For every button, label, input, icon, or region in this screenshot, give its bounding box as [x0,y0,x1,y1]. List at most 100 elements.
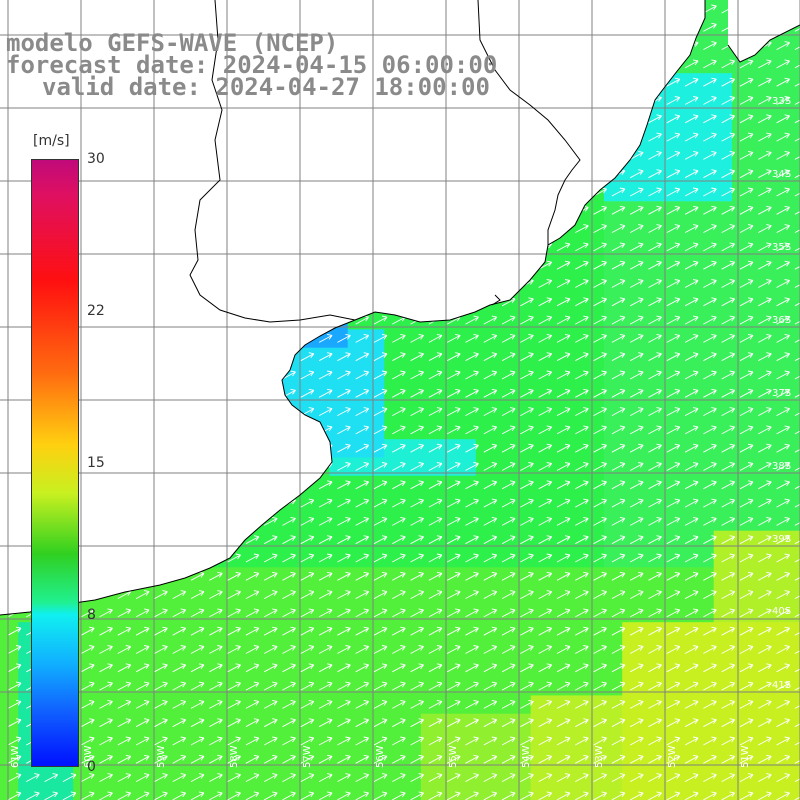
wind-cell [585,384,605,404]
wind-arrow [776,645,790,654]
wind-arrow [135,645,150,654]
wind-arrow [684,718,699,728]
wind-cell [640,219,660,239]
wind-cell [786,384,800,404]
wind-cell [750,457,770,477]
wind-arrow [392,681,406,691]
wind-arrow [776,407,790,416]
wind-arrow [721,535,736,545]
wind-cell [750,549,770,568]
wind-cell [768,622,788,642]
wind-arrow [776,260,790,270]
wind-cell [567,750,587,770]
wind-arrow [355,663,370,673]
wind-cell [585,677,605,696]
wind-cell [695,311,715,330]
wind-cell [658,622,678,642]
wind-arrow [392,736,406,746]
wind-arrow [758,699,772,709]
wind-arrow [263,681,278,691]
wind-cell [91,622,111,642]
wind-cell [677,73,696,93]
wind-arrow [538,480,553,490]
wind-cell [494,640,513,660]
wind-cell [585,329,605,349]
wind-arrow [373,626,388,636]
wind-cell [768,256,788,276]
wind-cell [640,347,660,367]
wind-cell [786,164,800,184]
wind-cell [512,311,532,330]
wind-cell [0,658,19,678]
wind-cell [732,237,751,257]
wind-arrow [629,736,644,746]
wind-cell [384,420,404,440]
wind-arrow [300,535,315,545]
wind-cell [695,549,715,568]
wind-arrow [703,407,717,416]
wind-cell [622,457,642,477]
wind-cell [750,146,770,166]
wind-cell [603,640,623,660]
wind-cell [512,695,532,715]
wind-arrow [666,407,681,416]
wind-arrow [263,645,278,654]
wind-arrow [758,150,772,160]
wind-cell [494,329,513,349]
wind-arrow [373,388,388,398]
wind-cell [366,695,385,715]
wind-arrow [373,571,388,581]
wind-cell [640,292,660,312]
wind-arrow [703,370,717,380]
wind-cell [640,677,660,696]
wind-arrow [410,443,424,453]
wind-arrow [648,114,662,124]
wind-arrow [520,297,534,307]
wind-cell [585,237,605,257]
wind-cell [402,677,422,696]
wind-arrow [721,626,736,636]
wind-cell [640,622,660,642]
wind-arrow [483,571,498,581]
wind-cell [750,713,770,733]
wind-arrow [703,425,717,435]
wind-arrow [520,791,534,800]
wind-arrow [648,699,662,709]
wind-arrow [721,443,736,453]
wind-cell [183,732,202,751]
wind-cell [695,219,715,239]
wind-cell [640,128,660,147]
wind-arrow [80,681,95,691]
wind-cell [585,494,605,513]
wind-arrow [739,535,754,545]
wind-cell [329,603,349,623]
wind-cell [640,603,660,623]
wind-cell [274,622,294,642]
wind-arrow [520,315,534,325]
longitude-label: 52W [667,745,678,768]
wind-arrow [227,571,241,581]
wind-cell [384,530,404,550]
wind-cell [439,384,459,404]
wind-arrow [648,626,662,636]
wind-cell [640,439,660,459]
wind-cell [311,585,330,605]
wind-cell [494,384,513,404]
wind-arrow [684,297,699,307]
wind-arrow [684,114,699,124]
wind-arrow [721,297,736,307]
wind-cell [695,329,715,349]
wind-cell [695,256,715,276]
wind-arrow [190,645,205,654]
wind-arrow [794,412,800,416]
wind-cell [677,164,696,184]
wind-arrow [758,187,772,197]
wind-cell [695,183,715,202]
wind-cell [603,732,623,751]
wind-arrow [648,553,662,563]
wind-cell [402,457,422,477]
wind-cell [640,366,660,385]
wind-cell [347,658,367,678]
wind-arrow [666,535,681,545]
wind-arrow [446,425,461,435]
